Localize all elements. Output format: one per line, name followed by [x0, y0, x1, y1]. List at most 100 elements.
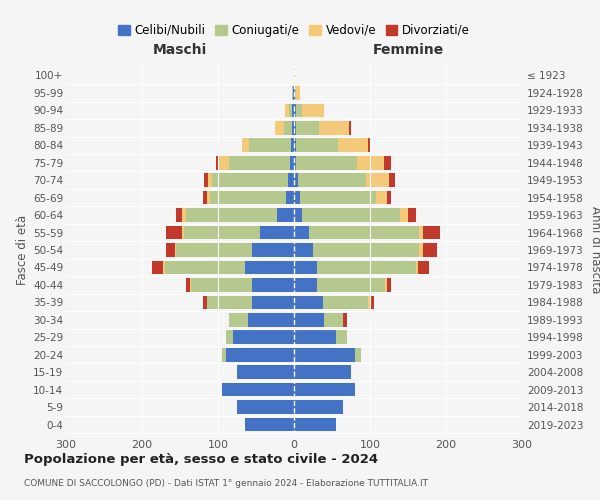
Y-axis label: Anni di nascita: Anni di nascita: [589, 206, 600, 294]
Bar: [292, 121, 294, 134]
Text: Popolazione per età, sesso e stato civile - 2024: Popolazione per età, sesso e stato civil…: [24, 452, 378, 466]
Bar: [229, 156, 290, 170]
Bar: [186, 278, 190, 291]
Bar: [217, 156, 218, 170]
Bar: [325, 313, 343, 326]
Bar: [294, 121, 296, 134]
Bar: [376, 191, 388, 204]
Bar: [368, 138, 371, 152]
Bar: [294, 104, 296, 117]
Bar: [176, 243, 252, 257]
Bar: [296, 138, 338, 152]
Bar: [289, 104, 292, 117]
Bar: [233, 330, 294, 344]
Bar: [245, 418, 294, 432]
Bar: [319, 121, 349, 134]
Bar: [419, 226, 423, 239]
Bar: [294, 278, 317, 291]
Bar: [294, 174, 298, 187]
Bar: [349, 121, 351, 134]
Bar: [294, 260, 317, 274]
Bar: [208, 174, 212, 187]
Bar: [182, 208, 186, 222]
Bar: [294, 68, 295, 82]
Bar: [176, 208, 182, 222]
Bar: [385, 278, 387, 291]
Bar: [317, 278, 385, 291]
Bar: [186, 208, 277, 222]
Bar: [191, 278, 252, 291]
Bar: [343, 313, 347, 326]
Bar: [423, 243, 437, 257]
Y-axis label: Fasce di età: Fasce di età: [16, 215, 29, 285]
Bar: [338, 138, 368, 152]
Bar: [294, 400, 343, 414]
Bar: [288, 174, 294, 187]
Bar: [355, 348, 361, 362]
Bar: [252, 243, 294, 257]
Bar: [260, 226, 294, 239]
Bar: [211, 191, 286, 204]
Bar: [366, 174, 389, 187]
Bar: [245, 260, 294, 274]
Bar: [298, 174, 366, 187]
Bar: [218, 156, 229, 170]
Bar: [317, 260, 416, 274]
Bar: [296, 121, 319, 134]
Bar: [294, 86, 295, 100]
Bar: [206, 191, 211, 204]
Bar: [286, 191, 294, 204]
Bar: [166, 243, 175, 257]
Bar: [357, 156, 383, 170]
Bar: [389, 174, 395, 187]
Bar: [222, 383, 294, 396]
Bar: [212, 174, 288, 187]
Bar: [226, 330, 233, 344]
Bar: [248, 313, 294, 326]
Text: Maschi: Maschi: [153, 43, 207, 57]
Bar: [203, 296, 206, 309]
Bar: [284, 121, 292, 134]
Bar: [323, 296, 368, 309]
Bar: [294, 208, 302, 222]
Bar: [205, 174, 208, 187]
Bar: [252, 296, 294, 309]
Bar: [166, 226, 182, 239]
Bar: [203, 191, 206, 204]
Bar: [275, 121, 284, 134]
Bar: [292, 104, 294, 117]
Bar: [226, 348, 294, 362]
Bar: [302, 208, 400, 222]
Bar: [294, 138, 296, 152]
Bar: [294, 418, 336, 432]
Bar: [423, 226, 440, 239]
Bar: [294, 191, 300, 204]
Bar: [296, 156, 357, 170]
Bar: [294, 366, 351, 379]
Bar: [294, 296, 323, 309]
Bar: [293, 86, 294, 100]
Bar: [294, 348, 355, 362]
Bar: [408, 208, 416, 222]
Bar: [370, 296, 374, 309]
Bar: [294, 383, 355, 396]
Bar: [249, 138, 291, 152]
Bar: [368, 296, 370, 309]
Bar: [182, 226, 184, 239]
Bar: [418, 260, 429, 274]
Bar: [222, 348, 226, 362]
Bar: [295, 86, 296, 100]
Bar: [296, 86, 300, 100]
Legend: Celibi/Nubili, Coniugati/e, Vedovi/e, Divorziati/e: Celibi/Nubili, Coniugati/e, Vedovi/e, Di…: [113, 19, 475, 42]
Bar: [252, 278, 294, 291]
Bar: [313, 243, 419, 257]
Bar: [419, 243, 423, 257]
Bar: [237, 366, 294, 379]
Bar: [294, 243, 313, 257]
Bar: [294, 330, 336, 344]
Bar: [206, 296, 252, 309]
Bar: [165, 260, 245, 274]
Bar: [400, 208, 408, 222]
Bar: [292, 86, 293, 100]
Bar: [291, 138, 294, 152]
